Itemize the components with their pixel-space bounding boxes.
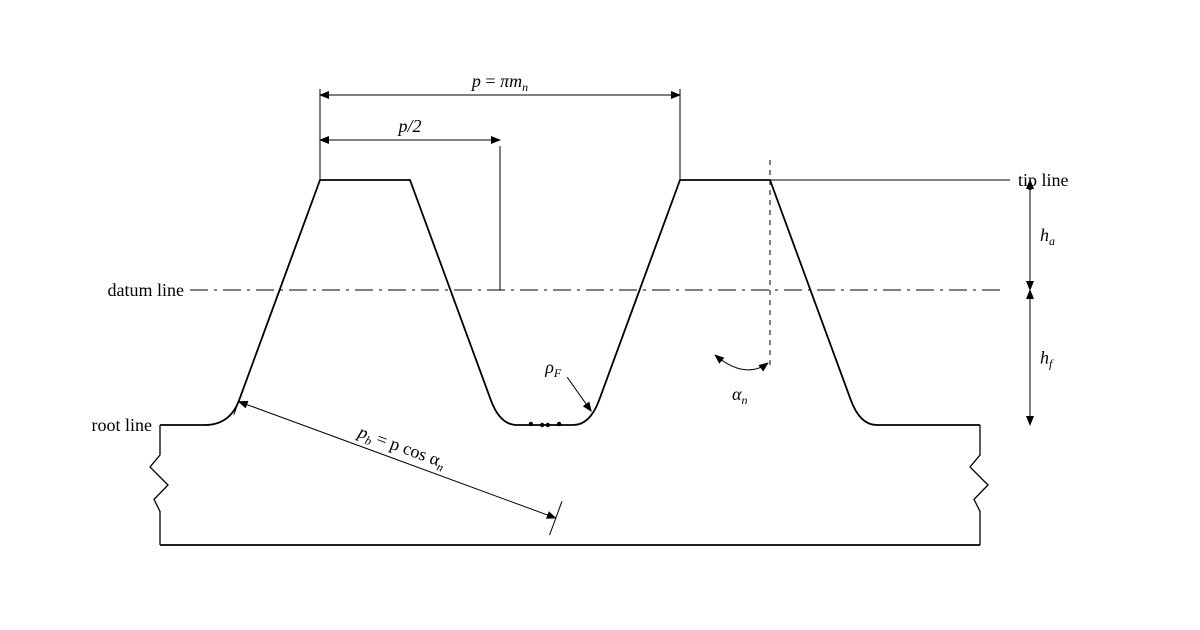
svg-text:pb = p cos αn: pb = p cos αn — [353, 421, 449, 475]
svg-text:ha: ha — [1040, 225, 1055, 248]
tip-line-label: tip line — [1018, 170, 1069, 190]
svg-text:hf: hf — [1040, 348, 1054, 371]
dimension-dedendum: hf — [1030, 290, 1054, 425]
half-pitch-label: p/2 — [396, 116, 421, 136]
svg-text:p = πmn: p = πmn — [470, 71, 528, 94]
rack-tooth-profile — [160, 180, 980, 425]
dimension-base-pitch: pb = p cos αn — [234, 388, 562, 535]
datum-line-label: datum line — [108, 280, 184, 300]
pressure-angle-annotation: αn — [715, 355, 768, 407]
break-mark-left — [150, 425, 168, 545]
datum-line-label-group: datum line — [108, 280, 184, 300]
break-mark-right — [970, 425, 988, 545]
tip-line-label-group: tip line — [770, 170, 1069, 190]
rack-profile-diagram: p = πmn p/2 tip line datum line root lin… — [0, 0, 1200, 630]
root-line-label-group: root line — [92, 415, 187, 435]
svg-text:ρF: ρF — [544, 357, 562, 380]
svg-text:αn: αn — [732, 384, 747, 407]
root-line-label: root line — [92, 415, 153, 435]
dimension-addendum: ha — [1030, 180, 1055, 290]
root-fillet-annotation: ρF — [529, 357, 592, 427]
dimension-half-pitch: p/2 — [320, 89, 500, 290]
